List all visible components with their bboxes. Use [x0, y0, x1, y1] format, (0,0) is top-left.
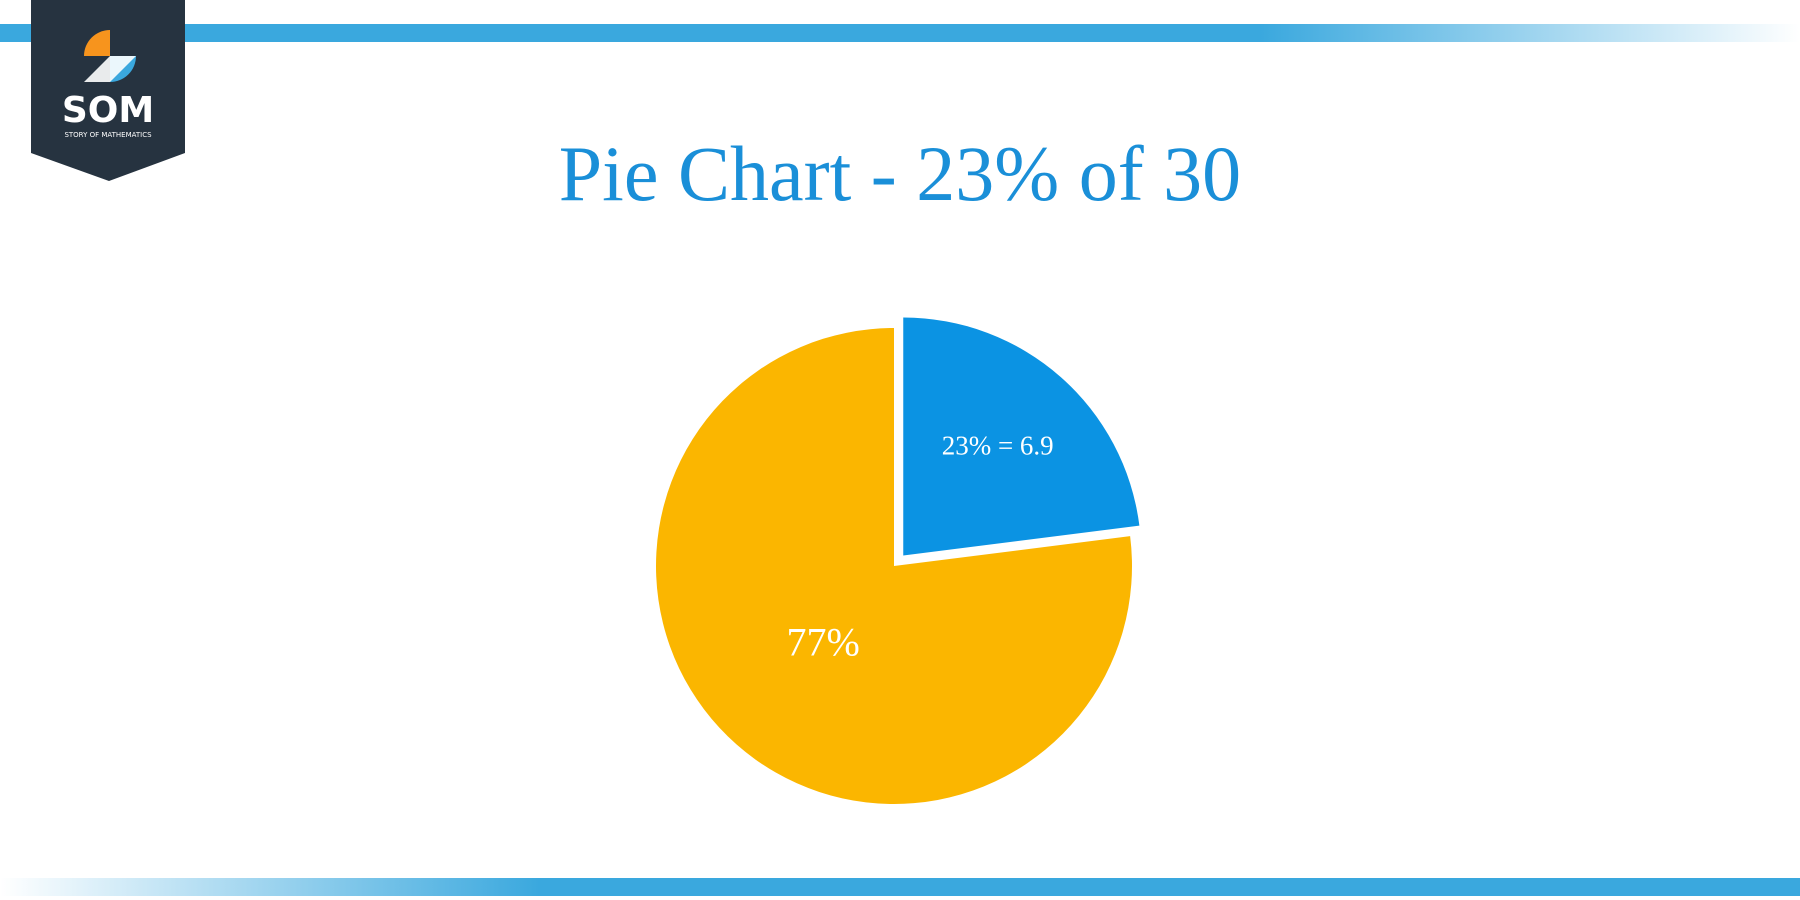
- slice-label: 23% = 6.9: [942, 431, 1054, 461]
- logo: SOM STORY OF MATHEMATICS: [31, 0, 185, 181]
- pie-slice: [903, 317, 1140, 556]
- logo-icon-white: [84, 56, 136, 82]
- slice-label: 77%: [787, 620, 860, 665]
- logo-tagline: STORY OF MATHEMATICS: [64, 131, 152, 139]
- pie-slice: [656, 328, 1132, 804]
- logo-icon-orange: [84, 30, 110, 56]
- top-bar: [0, 24, 1800, 42]
- bottom-bar: [0, 878, 1800, 896]
- pie: 23% = 6.9 77%: [656, 317, 1140, 804]
- chart-title: Pie Chart - 23% of 30: [559, 130, 1241, 217]
- logo-name: SOM: [62, 90, 154, 131]
- logo-badge: [31, 0, 185, 181]
